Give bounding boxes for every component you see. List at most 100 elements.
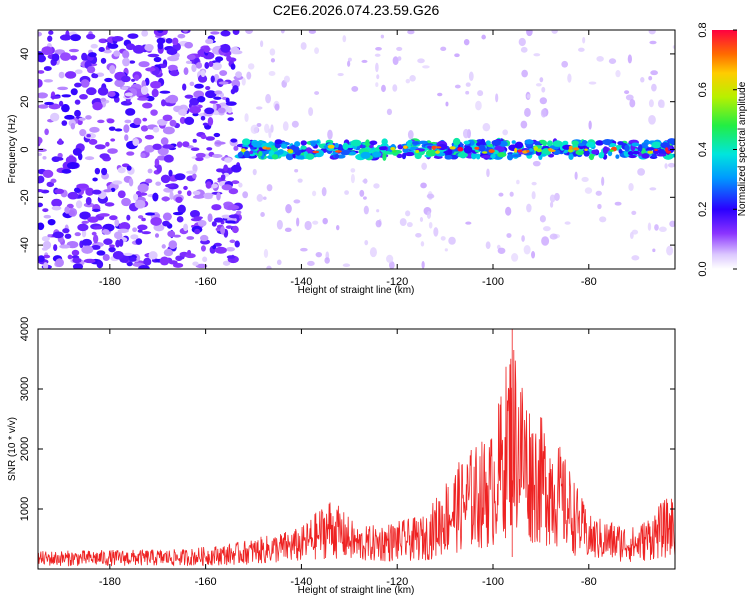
spectrogram-cell bbox=[640, 142, 648, 150]
spectrogram-cell bbox=[401, 152, 407, 160]
spectrogram-cell bbox=[420, 241, 425, 247]
snr-background bbox=[38, 329, 675, 569]
spectrogram-cell bbox=[276, 219, 283, 230]
spectrogram-cell bbox=[270, 58, 276, 63]
spectrogram-cell bbox=[540, 108, 547, 118]
spectrogram-cell bbox=[103, 238, 113, 246]
spectrogram-cell bbox=[595, 140, 604, 146]
spectrogram-cell bbox=[208, 61, 214, 67]
spectrogram-cell bbox=[287, 149, 294, 154]
spectrogram-cell bbox=[369, 140, 378, 146]
spectrogram-cell bbox=[140, 86, 149, 95]
colorbar-tick-label: 0.0 bbox=[697, 261, 709, 276]
spectrogram-cell bbox=[98, 213, 110, 217]
spectrogram-cell bbox=[584, 148, 588, 152]
spectrogram-cell bbox=[78, 117, 86, 121]
spectrogram-cell bbox=[126, 214, 131, 221]
spectrogram-cell bbox=[145, 178, 153, 184]
spectrogram-cell bbox=[567, 73, 572, 83]
spectrogram-cell bbox=[666, 245, 674, 256]
snr-y-axis-label: SNR (10 * v/v) bbox=[7, 417, 18, 481]
spectrogram-cell bbox=[214, 141, 226, 145]
spectrogram-cell bbox=[38, 202, 43, 208]
spectrogram-cell bbox=[47, 218, 56, 226]
spectrogram-cell bbox=[314, 47, 320, 54]
spectrogram-cell bbox=[205, 181, 212, 189]
spectrogram-cell bbox=[123, 124, 130, 133]
spectrogram-cell bbox=[211, 221, 217, 227]
spectrogram-cell bbox=[392, 149, 397, 153]
spectrogram-cell bbox=[282, 121, 289, 132]
spectrogram-cell bbox=[132, 227, 138, 232]
spectrogram-cell bbox=[187, 249, 192, 256]
spectrogram-cell bbox=[41, 247, 48, 251]
spectrogram-cell bbox=[584, 187, 593, 194]
spectrogram-cell bbox=[186, 170, 197, 175]
spectrogram-cell bbox=[162, 212, 172, 221]
spectrogram-cell bbox=[81, 238, 93, 247]
spectrogram-cell bbox=[153, 224, 165, 232]
spectrogram-cell bbox=[135, 238, 143, 245]
spectrogram-cell bbox=[300, 247, 308, 252]
spectrogram-cell bbox=[74, 82, 82, 88]
spectrogram-cell bbox=[571, 140, 579, 146]
spectrogram-cell bbox=[615, 154, 620, 159]
spectrogram-cell bbox=[162, 114, 173, 122]
spectrogram-x-tick-label: -100 bbox=[482, 276, 504, 288]
spectrogram-cell bbox=[38, 136, 43, 145]
spectrogram-cell bbox=[209, 100, 218, 104]
spectrogram-cell bbox=[315, 251, 323, 258]
spectrogram-cell bbox=[617, 141, 624, 146]
spectrogram-cell bbox=[672, 45, 675, 49]
spectrogram-cell bbox=[568, 145, 573, 150]
spectrogram-cell bbox=[38, 31, 43, 37]
spectrogram-cell bbox=[631, 210, 637, 215]
spectrogram-cell bbox=[514, 141, 524, 149]
snr-x-tick-label: -180 bbox=[99, 576, 121, 588]
spectrogram-cell bbox=[475, 153, 481, 160]
spectrogram-cell bbox=[428, 221, 433, 229]
spectrogram-cell bbox=[227, 117, 234, 122]
spectrogram-cell bbox=[444, 154, 453, 160]
spectrogram-cell bbox=[362, 179, 368, 183]
spectrogram-cell bbox=[614, 201, 622, 206]
spectrogram-cell bbox=[310, 141, 316, 147]
spectrogram-cell bbox=[375, 82, 379, 87]
spectrogram-cell bbox=[652, 248, 656, 253]
spectrogram-cell bbox=[121, 197, 131, 207]
spectrogram-cell bbox=[531, 191, 536, 200]
spectrogram-cell bbox=[75, 200, 83, 209]
spectrogram-cell bbox=[223, 164, 229, 172]
spectrogram-cell bbox=[74, 232, 81, 237]
spectrogram-cell bbox=[591, 149, 599, 155]
snr-y-tick-label: 2000 bbox=[19, 437, 31, 461]
spectrogram-cell bbox=[321, 187, 327, 197]
spectrogram-cell bbox=[447, 147, 453, 155]
spectrogram-cell bbox=[231, 164, 242, 173]
spectrogram-cell bbox=[152, 143, 162, 150]
spectrogram-cell bbox=[548, 149, 556, 152]
spectrogram-cell bbox=[160, 137, 169, 146]
spectrogram-cell bbox=[238, 182, 243, 188]
spectrogram-image bbox=[38, 30, 675, 269]
spectrogram-cell bbox=[81, 229, 87, 238]
spectrogram-cell bbox=[256, 106, 263, 110]
spectrogram-cell bbox=[264, 123, 270, 134]
spectrogram-cell bbox=[185, 60, 192, 65]
spectrogram-cell bbox=[526, 203, 532, 213]
spectrogram-cell bbox=[284, 227, 292, 232]
spectrogram-cell bbox=[104, 202, 115, 207]
spectrogram-cell bbox=[61, 94, 72, 98]
spectrogram-cell bbox=[162, 126, 175, 135]
spectrogram-cell bbox=[651, 83, 657, 92]
spectrogram-cell bbox=[586, 141, 596, 148]
spectrogram-cell bbox=[327, 129, 333, 140]
spectrogram-cell bbox=[81, 220, 89, 224]
spectrogram-cell bbox=[347, 60, 351, 67]
spectrogram-cell bbox=[145, 67, 156, 72]
spectrogram-cell bbox=[399, 218, 407, 226]
spectrogram-cell bbox=[457, 146, 464, 152]
spectrogram-cell bbox=[546, 140, 553, 147]
spectrogram-cell bbox=[360, 151, 371, 159]
spectrogram-cell bbox=[627, 150, 634, 156]
